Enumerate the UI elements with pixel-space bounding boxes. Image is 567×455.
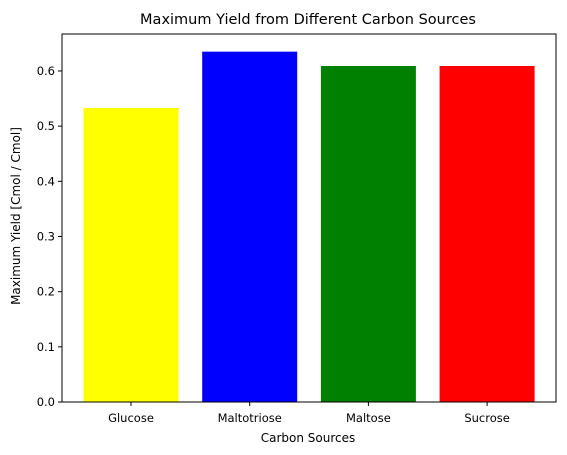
bar-maltotriose [202, 51, 298, 402]
x-tick-label: Glucose [108, 411, 154, 425]
x-tick-label: Maltose [346, 411, 391, 425]
chart-title: Maximum Yield from Different Carbon Sour… [140, 12, 476, 28]
x-tick-label: Sucrose [464, 411, 510, 425]
y-tick-label: 0.3 [37, 229, 55, 243]
x-axis: Glucose Maltotriose Maltose Sucrose [108, 402, 510, 425]
plot-area [83, 51, 535, 403]
x-tick-label: Maltotriose [218, 411, 282, 425]
y-tick-label: 0.2 [37, 285, 55, 299]
y-axis-label: Maximum Yield [Cmol / Cmol] [9, 127, 23, 305]
y-tick-label: 0.5 [37, 119, 55, 133]
y-tick-label: 0.4 [37, 174, 55, 188]
x-axis-label: Carbon Sources [261, 431, 356, 445]
y-tick-label: 0.6 [37, 64, 55, 78]
y-axis: 0.0 0.1 0.2 0.3 0.4 0.5 0.6 [37, 64, 62, 409]
y-tick-label: 0.1 [37, 340, 55, 354]
y-tick-label: 0.0 [37, 395, 55, 409]
bar-sucrose [439, 66, 535, 402]
bar-glucose [83, 107, 179, 403]
plot-frame [61, 33, 557, 403]
bar-maltose [320, 66, 416, 402]
